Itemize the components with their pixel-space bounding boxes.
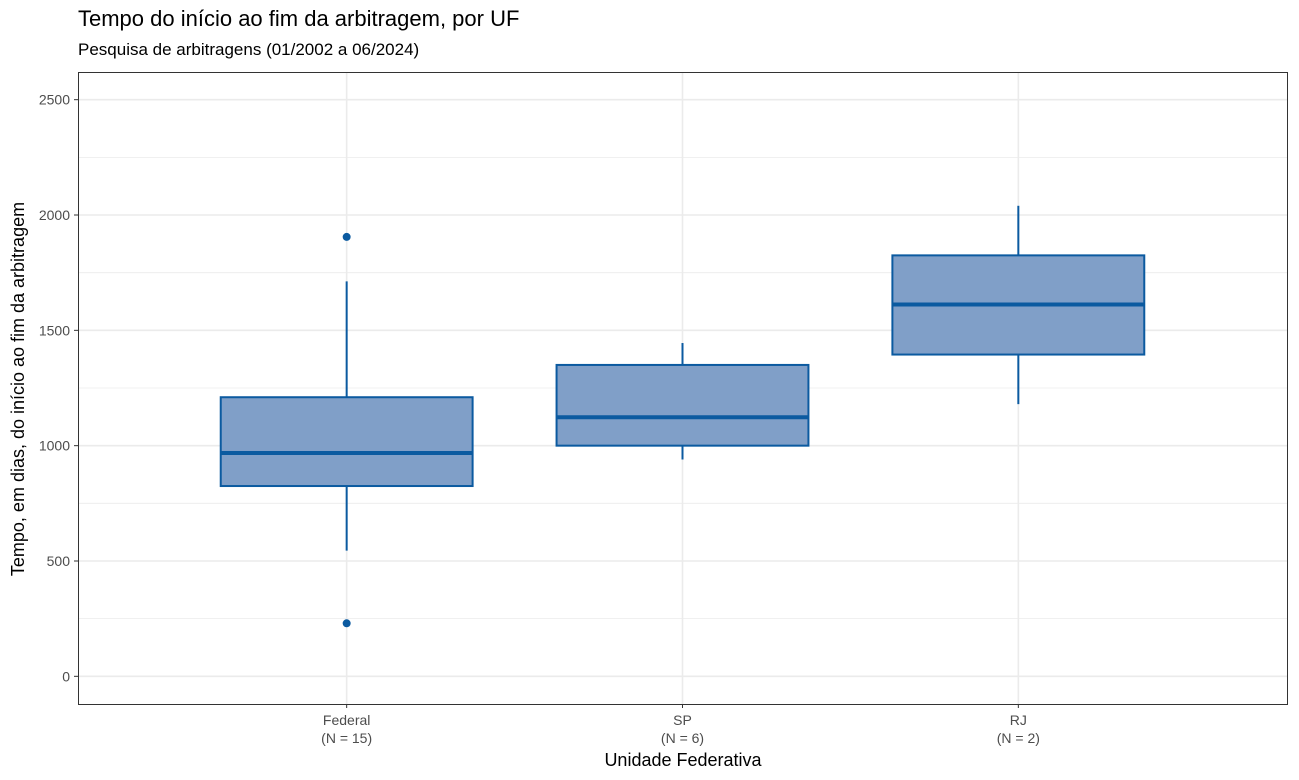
y-tick-label: 1000 <box>39 438 70 454</box>
box-series <box>219 205 1146 628</box>
chart-title: Tempo do início ao fim da arbitragem, po… <box>78 6 520 31</box>
x-tick-label: Federal <box>323 712 370 728</box>
y-axis-title: Tempo, em dias, do início ao fim da arbi… <box>8 202 28 576</box>
outlier-point <box>342 232 351 241</box>
box-federal <box>219 232 474 628</box>
box-sp <box>555 343 810 460</box>
x-axis: Federal (N = 15) SP (N = 6) RJ (N = 2) <box>321 704 1040 746</box>
x-tick-count-label: (N = 2) <box>997 730 1040 746</box>
y-tick-label: 2500 <box>39 92 70 108</box>
y-tick-label: 0 <box>62 668 70 684</box>
y-tick-label: 1500 <box>39 322 70 338</box>
y-axis: 0 500 1000 1500 2000 2500 <box>39 92 78 684</box>
iqr-box <box>219 396 474 488</box>
x-tick-count-label: (N = 15) <box>321 730 372 746</box>
x-tick-label: RJ <box>1010 712 1027 728</box>
x-tick-label: SP <box>673 712 692 728</box>
x-axis-title: Unidade Federativa <box>604 750 762 770</box>
outlier-point <box>342 619 351 628</box>
box-rj <box>891 205 1146 405</box>
iqr-box <box>555 363 810 447</box>
y-tick-label: 2000 <box>39 207 70 223</box>
y-tick-label: 500 <box>47 553 71 569</box>
x-tick-count-label: (N = 6) <box>661 730 704 746</box>
chart-subtitle: Pesquisa de arbitragens (01/2002 a 06/20… <box>78 40 420 59</box>
